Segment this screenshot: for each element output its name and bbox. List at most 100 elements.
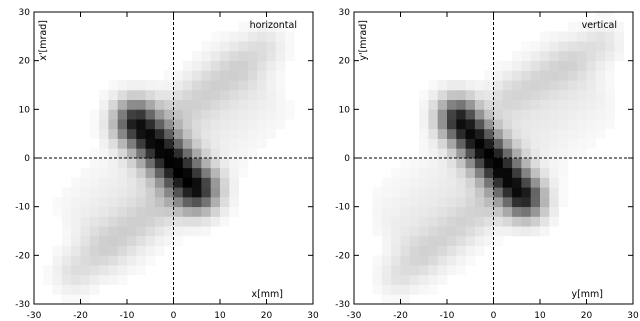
density-cell: [428, 206, 439, 217]
density-cell: [173, 167, 184, 178]
density-cell: [465, 138, 476, 149]
density-cell: [164, 235, 174, 246]
density-cell: [381, 187, 392, 198]
density-cell: [266, 119, 277, 130]
density-cell: [173, 187, 184, 198]
density-cell: [558, 167, 569, 178]
density-cell: [409, 245, 420, 256]
density-cell: [567, 60, 578, 71]
density-cell: [192, 109, 202, 120]
density-cell: [465, 206, 476, 217]
density-cell: [521, 167, 532, 178]
density-cell: [493, 226, 504, 237]
density-cell: [391, 167, 401, 178]
density-cell: [521, 128, 532, 139]
density-cell: [201, 177, 212, 188]
density-cell: [220, 31, 230, 42]
density-cell: [549, 89, 559, 100]
density-cell: [558, 196, 569, 208]
density-cell: [400, 284, 411, 295]
density-cell: [145, 196, 156, 208]
density-cell: [465, 245, 476, 256]
density-cell: [502, 89, 513, 100]
density-cell: [99, 265, 109, 276]
density-cell: [127, 226, 137, 237]
density-cell: [493, 158, 504, 169]
density-cell: [201, 187, 212, 198]
x-tick-label: -10: [440, 311, 455, 321]
density-cell: [549, 50, 559, 62]
density-cell: [164, 167, 174, 178]
density-cell: [447, 255, 457, 266]
density-cell: [540, 138, 550, 149]
density-cell: [89, 109, 100, 120]
density-cell: [247, 128, 258, 139]
density-cell: [381, 274, 392, 285]
density-cell: [145, 216, 156, 227]
density-cell: [238, 128, 249, 139]
density-cell: [437, 109, 448, 120]
density-cell: [229, 89, 239, 100]
density-cell: [117, 177, 128, 188]
density-cell: [247, 138, 258, 149]
x-tick-label: 0: [171, 311, 177, 321]
density-cell: [372, 265, 383, 276]
density-cell: [229, 50, 239, 62]
density-cell: [549, 167, 559, 178]
density-cell: [605, 31, 615, 42]
density-cell: [220, 138, 230, 149]
density-cell: [210, 167, 221, 178]
density-cell: [52, 265, 63, 276]
density-cell: [80, 206, 91, 217]
density-cell: [428, 216, 439, 227]
density-cell: [136, 138, 146, 149]
density-cell: [484, 119, 494, 130]
density-cell: [99, 226, 109, 237]
density-cell: [154, 206, 165, 217]
density-cell: [586, 50, 597, 62]
horizontal-phase-space-panel: -30 -20 -10 0 10 20 30 -30 -20 -10 0 10 20 30 horizont…: [15, 8, 319, 321]
density-cell: [577, 128, 587, 139]
y-tick-label: 0: [344, 154, 350, 164]
density-cell: [530, 167, 541, 178]
density-cell: [493, 80, 504, 91]
density-cell: [154, 89, 165, 100]
density-cell: [437, 245, 448, 256]
density-cell: [229, 70, 239, 81]
density-cell: [586, 128, 597, 139]
density-cell: [108, 89, 119, 100]
density-cell: [540, 119, 550, 130]
density-cell: [182, 80, 193, 91]
density-cell: [229, 128, 239, 139]
density-cell: [400, 235, 411, 246]
density-cell: [437, 128, 448, 139]
density-cell: [192, 226, 202, 237]
density-cell: [154, 158, 165, 169]
density-cell: [372, 284, 383, 295]
density-cell: [558, 99, 569, 110]
density-cell: [145, 148, 156, 159]
y-tick-label: 20: [339, 57, 351, 67]
density-cell: [577, 21, 587, 32]
density-cell: [201, 158, 212, 169]
density-cell: [61, 284, 72, 295]
density-cell: [201, 216, 212, 227]
density-cell: [586, 70, 597, 81]
density-cell: [372, 196, 383, 208]
density-cell: [182, 119, 193, 130]
density-cell: [61, 196, 72, 208]
density-cell: [127, 138, 137, 149]
density-cell: [99, 138, 109, 149]
density-cell: [605, 21, 615, 32]
density-cell: [586, 119, 597, 130]
density-cell: [567, 31, 578, 42]
density-cell: [540, 41, 550, 52]
density-cell: [99, 177, 109, 188]
density-cell: [484, 158, 494, 169]
density-cell: [549, 196, 559, 208]
density-cell: [210, 60, 221, 71]
density-cell: [521, 50, 532, 62]
density-cell: [136, 255, 146, 266]
density-cell: [89, 235, 100, 246]
density-cell: [512, 187, 522, 198]
